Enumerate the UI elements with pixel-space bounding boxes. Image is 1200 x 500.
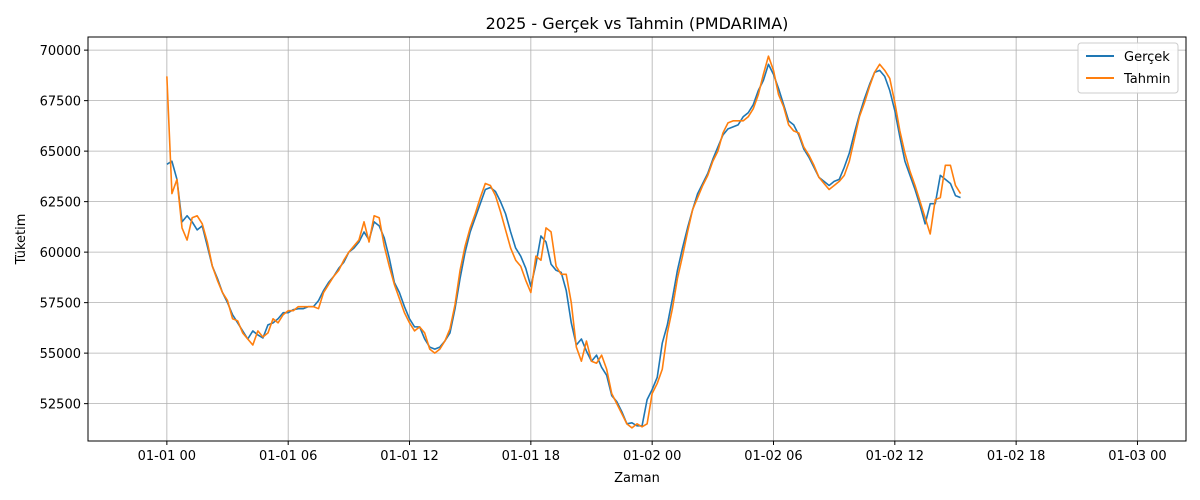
y-tick-label: 62500 xyxy=(40,196,81,211)
grid-lines xyxy=(88,37,1186,441)
x-tick-label: 01-02 12 xyxy=(866,449,924,464)
y-tick-label: 55000 xyxy=(40,347,81,362)
y-tick-label: 52500 xyxy=(40,398,81,413)
x-axis-ticks: 01-01 00 01-01 06 01-01 12 01-01 18 01-02 00… xyxy=(138,441,1167,464)
x-tick-label: 01-01 12 xyxy=(380,449,438,464)
x-tick-label: 01-02 18 xyxy=(987,449,1045,464)
x-axis-label: Zaman xyxy=(614,471,660,486)
legend-label-gercek: Gerçek xyxy=(1124,50,1170,65)
y-tick-label: 70000 xyxy=(40,44,81,59)
y-tick-label: 60000 xyxy=(40,246,81,261)
legend-label-tahmin: Tahmin xyxy=(1123,72,1171,87)
x-tick-label: 01-01 06 xyxy=(259,449,317,464)
chart-title: 2025 - Gerçek vs Tahmin (PMDARIMA) xyxy=(486,14,789,33)
y-axis-ticks: 52500 55000 57500 60000 62500 65000 67500 70000 xyxy=(40,44,88,413)
x-tick-label: 01-01 00 xyxy=(138,449,196,464)
x-tick-label: 01-03 00 xyxy=(1108,449,1166,464)
plot-frame xyxy=(87,36,1187,442)
y-tick-label: 67500 xyxy=(40,95,81,110)
y-axis-label: Tüketim xyxy=(14,214,29,266)
series-line-gercek xyxy=(166,63,961,427)
x-tick-label: 01-02 06 xyxy=(744,449,802,464)
y-tick-label: 57500 xyxy=(40,297,81,312)
series-line-tahmin xyxy=(166,55,962,429)
series-lines xyxy=(166,55,962,429)
legend: Gerçek Tahmin xyxy=(1077,42,1179,94)
x-tick-label: 01-02 00 xyxy=(623,449,681,464)
y-tick-label: 65000 xyxy=(40,145,81,160)
x-tick-label: 01-01 18 xyxy=(502,449,560,464)
